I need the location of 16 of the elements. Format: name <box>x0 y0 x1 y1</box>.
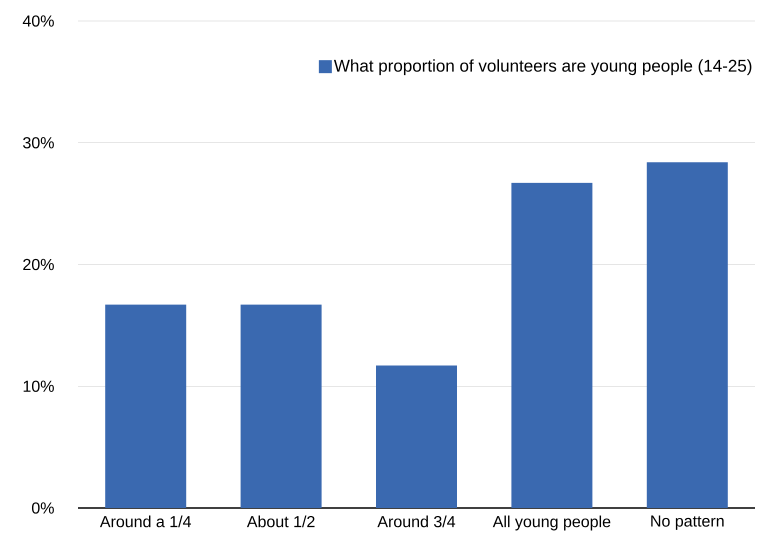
y-tick-label: 40% <box>22 15 54 27</box>
y-tick-label: 20% <box>23 258 54 270</box>
bar <box>240 304 322 508</box>
bar <box>376 366 457 508</box>
bar <box>646 162 728 508</box>
bar <box>105 304 186 508</box>
x-tick-label: All young people <box>492 516 610 530</box>
bar <box>511 182 592 508</box>
y-tick-label: 10% <box>24 380 54 392</box>
y-tick-label: 0% <box>32 502 54 514</box>
x-tick-label: Around a 1/4 <box>100 516 192 528</box>
x-tick-label: Around 3/4 <box>377 516 456 528</box>
y-tick-label: 30% <box>23 137 54 148</box>
x-tick-label: About 1/2 <box>246 516 315 528</box>
x-tick-label: No pattern <box>651 516 724 530</box>
legend-label: What proportion of volunteers are young people (14-25) <box>334 59 752 76</box>
